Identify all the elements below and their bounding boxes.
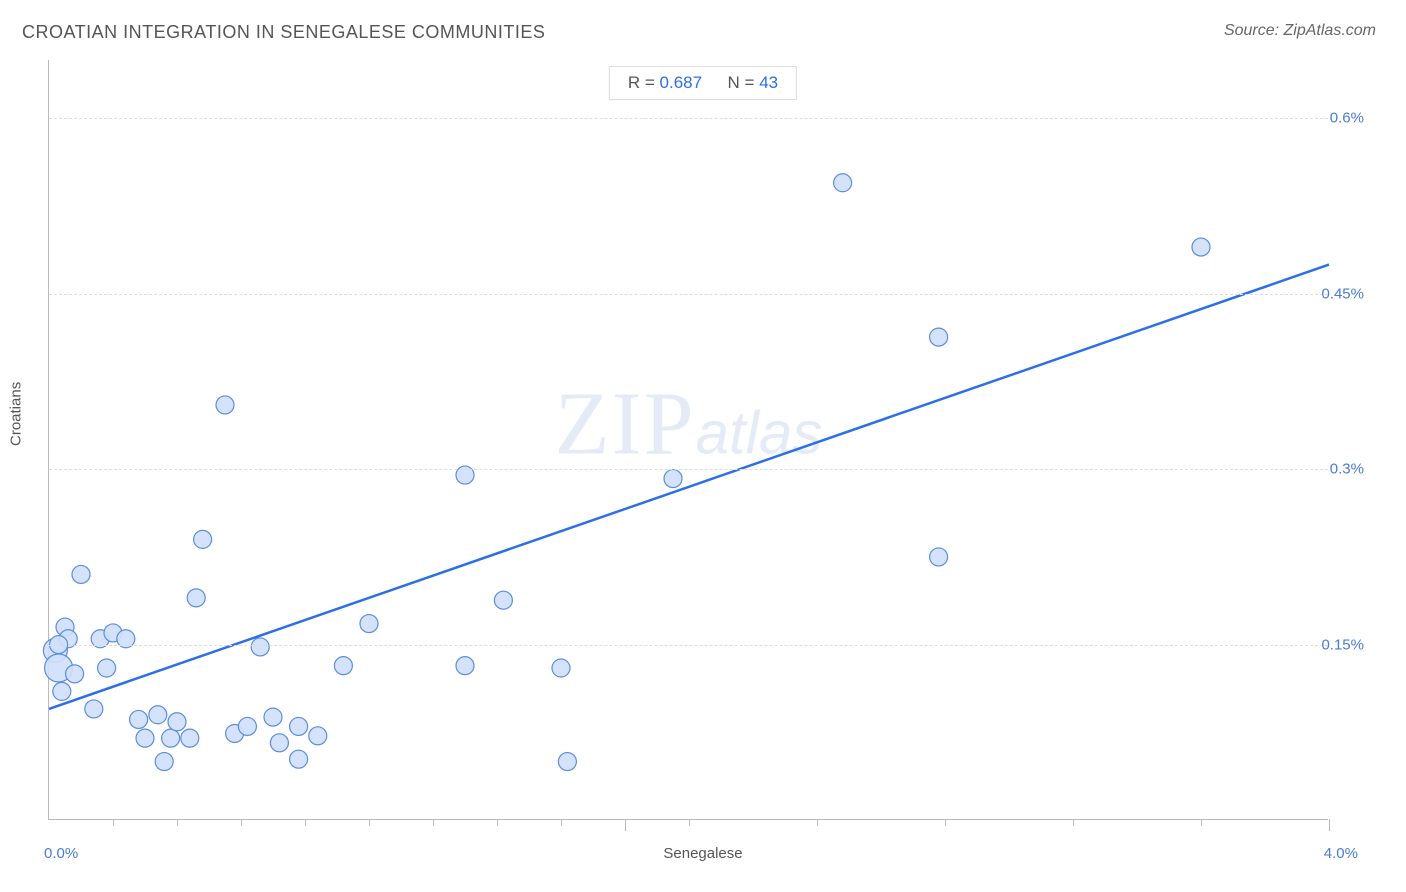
y-tick-label: 0.3% bbox=[1330, 461, 1364, 478]
y-tick-label: 0.6% bbox=[1330, 110, 1364, 127]
x-minor-tick bbox=[945, 819, 946, 826]
scatter-point bbox=[72, 565, 90, 583]
x-max-label: 4.0% bbox=[1324, 845, 1358, 862]
source-attribution: Source: ZipAtlas.com bbox=[1224, 22, 1376, 40]
scatter-point bbox=[238, 717, 256, 735]
y-axis-label: Croatians bbox=[8, 382, 25, 446]
scatter-point bbox=[130, 710, 148, 728]
x-minor-tick bbox=[1201, 819, 1202, 826]
gridline-horizontal bbox=[49, 469, 1328, 470]
scatter-point bbox=[85, 700, 103, 718]
x-major-tick bbox=[1329, 819, 1330, 831]
scatter-point bbox=[53, 682, 71, 700]
scatter-point bbox=[136, 729, 154, 747]
scatter-point bbox=[360, 615, 378, 633]
scatter-point bbox=[155, 753, 173, 771]
scatter-point bbox=[834, 174, 852, 192]
scatter-plot-area: ZIPatlas bbox=[48, 60, 1328, 820]
x-minor-tick bbox=[561, 819, 562, 826]
x-minor-tick bbox=[817, 819, 818, 826]
r-label: R = bbox=[628, 73, 655, 92]
x-minor-tick bbox=[497, 819, 498, 826]
scatter-point bbox=[494, 591, 512, 609]
gridline-horizontal bbox=[49, 118, 1328, 119]
scatter-point bbox=[664, 470, 682, 488]
scatter-point bbox=[290, 750, 308, 768]
r-value: 0.687 bbox=[660, 73, 703, 92]
x-minor-tick bbox=[369, 819, 370, 826]
y-tick-label: 0.45% bbox=[1321, 285, 1364, 302]
x-minor-tick bbox=[689, 819, 690, 826]
x-axis-label: Senegalese bbox=[663, 845, 742, 862]
x-minor-tick bbox=[1073, 819, 1074, 826]
chart-container: CROATIAN INTEGRATION IN SENEGALESE COMMU… bbox=[0, 0, 1406, 892]
scatter-point bbox=[456, 657, 474, 675]
trend-line bbox=[49, 265, 1329, 709]
x-minor-tick bbox=[177, 819, 178, 826]
n-label: N = bbox=[728, 73, 755, 92]
x-minor-tick bbox=[305, 819, 306, 826]
gridline-horizontal bbox=[49, 645, 1328, 646]
chart-title: CROATIAN INTEGRATION IN SENEGALESE COMMU… bbox=[22, 22, 545, 43]
x-major-tick bbox=[625, 819, 626, 831]
scatter-point bbox=[216, 396, 234, 414]
chart-svg bbox=[49, 60, 1328, 819]
scatter-point bbox=[1192, 238, 1210, 256]
x-minor-tick bbox=[241, 819, 242, 826]
scatter-point bbox=[930, 328, 948, 346]
scatter-point bbox=[930, 548, 948, 566]
scatter-point bbox=[181, 729, 199, 747]
scatter-point bbox=[290, 717, 308, 735]
stat-box: R = 0.687 N = 43 bbox=[609, 66, 797, 100]
y-tick-label: 0.15% bbox=[1321, 636, 1364, 653]
x-minor-tick bbox=[433, 819, 434, 826]
scatter-point bbox=[162, 729, 180, 747]
scatter-point bbox=[98, 659, 116, 677]
scatter-point bbox=[194, 530, 212, 548]
scatter-point bbox=[552, 659, 570, 677]
n-value: 43 bbox=[759, 73, 778, 92]
x-minor-tick bbox=[113, 819, 114, 826]
scatter-point bbox=[251, 638, 269, 656]
scatter-point bbox=[558, 753, 576, 771]
scatter-point bbox=[149, 706, 167, 724]
scatter-point bbox=[334, 657, 352, 675]
scatter-point bbox=[309, 727, 327, 745]
x-origin-label: 0.0% bbox=[44, 845, 78, 862]
scatter-point bbox=[66, 665, 84, 683]
scatter-point bbox=[270, 734, 288, 752]
gridline-horizontal bbox=[49, 294, 1328, 295]
scatter-point bbox=[187, 589, 205, 607]
scatter-point bbox=[264, 708, 282, 726]
scatter-point bbox=[168, 713, 186, 731]
